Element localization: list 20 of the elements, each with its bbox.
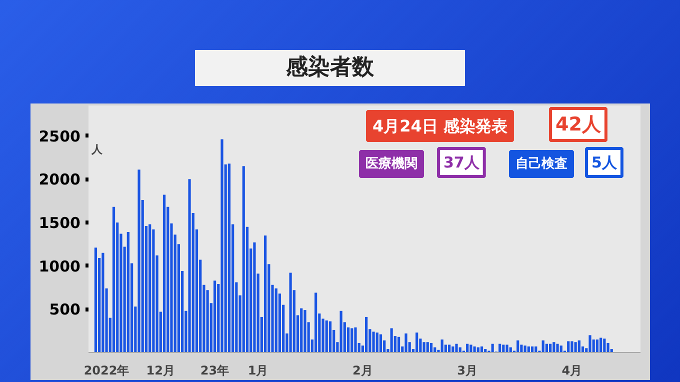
y-tick-label: 2000: [38, 170, 80, 189]
annotation: 自己検査: [516, 156, 568, 172]
y-tick-label: 2500: [38, 127, 80, 146]
y-tick-label: 1000: [38, 257, 80, 276]
annotation: 37人: [444, 154, 480, 172]
y-tick-label: 1500: [38, 214, 80, 232]
x-tick-label: 4月: [562, 364, 582, 378]
x-tick-label: 3月: [457, 364, 478, 378]
annotation: 5人: [592, 154, 618, 172]
x-tick-label: 2月: [352, 364, 373, 378]
y-axis-title: 人: [90, 142, 104, 156]
annotation: 42人: [556, 114, 602, 136]
x-tick-label: 12月: [146, 364, 176, 378]
y-tick-label: 500: [49, 300, 80, 319]
annotation: 4月24日 感染発表: [372, 116, 508, 136]
x-tick-label: 1月: [248, 364, 268, 378]
annotation: 医療機関: [366, 156, 418, 172]
x-tick-label: 2022年: [84, 364, 130, 378]
chart-title: 感染者数: [195, 50, 465, 86]
x-tick-label: 23年: [200, 364, 230, 378]
